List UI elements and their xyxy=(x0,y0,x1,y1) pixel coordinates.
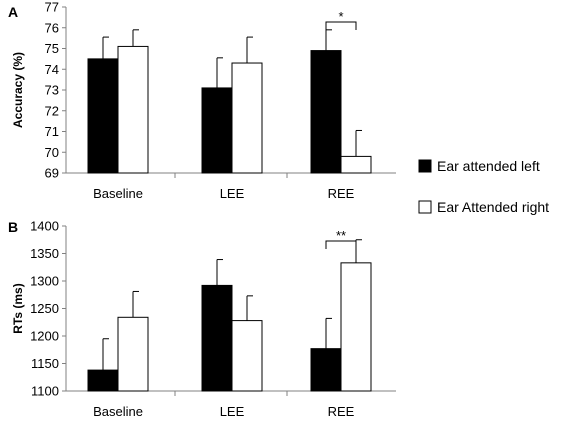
panel-a-y-tick-label: 76 xyxy=(45,20,59,35)
panel-b-significance-mark: ** xyxy=(336,228,346,243)
panel-a-bar-right-lee xyxy=(231,62,263,174)
panel-a-y-tick-label: 71 xyxy=(45,124,59,139)
panel-a-y-tick-label: 69 xyxy=(45,166,59,181)
panel-b-significance-bracket xyxy=(325,240,357,249)
panel-a-y-tick-label: 73 xyxy=(45,83,59,98)
panel-b-bar-right-lee xyxy=(231,320,263,392)
panel-a-category-label: Baseline xyxy=(93,186,143,201)
panel-b-y-tick-label: 1250 xyxy=(30,301,59,316)
panel-b-bar-right-baseline xyxy=(117,316,149,392)
panel-a-y-tick-label: 72 xyxy=(45,103,59,118)
panel-a-y-axis-title: Accuracy (%) xyxy=(11,52,25,128)
panel-b-y-tick-label: 1300 xyxy=(30,274,59,289)
panel-b-letter: B xyxy=(8,219,18,235)
panel-a-bar-right-baseline xyxy=(117,45,149,174)
panel-a-letter: A xyxy=(8,4,18,20)
panel-b-y-tick-label: 1350 xyxy=(30,246,59,261)
panel-b-category-label: Baseline xyxy=(93,404,143,419)
panel-a-significance-mark: * xyxy=(338,9,343,24)
panel-b-bar-left-lee xyxy=(201,284,233,392)
panel-a-y-tick-label: 77 xyxy=(45,0,59,15)
panel-a-bar-left-lee xyxy=(201,87,233,174)
panel-a-category-label: LEE xyxy=(220,186,245,201)
panel-b-bar-right-ree xyxy=(340,262,372,392)
panel-a-bar-right-ree xyxy=(340,155,372,174)
panel-a-bar-left-baseline xyxy=(87,58,119,174)
panel-a-y-tick-label: 75 xyxy=(45,41,59,56)
panel-b-category-label: REE xyxy=(328,404,355,419)
legend-label-left: Ear attended left xyxy=(437,158,540,174)
panel-a-significance-bracket xyxy=(325,21,357,30)
panel-b-y-tick-label: 1100 xyxy=(31,384,59,399)
panel-b-y-axis-title: RTs (ms) xyxy=(11,283,25,333)
legend-label-right: Ear Attended right xyxy=(437,199,549,215)
panel-b-bar-left-ree xyxy=(310,348,342,392)
panel-b-y-tick-label: 1400 xyxy=(30,219,59,234)
legend-swatch-right xyxy=(418,200,432,214)
panel-b-y-tick-label: 1200 xyxy=(30,329,59,344)
panel-b-y-tick-label: 1150 xyxy=(31,356,59,371)
panel-b-category-label: LEE xyxy=(220,404,245,419)
panel-a-bar-left-ree xyxy=(310,50,342,174)
panel-a-y-tick-label: 70 xyxy=(45,145,59,160)
panel-a-category-label: REE xyxy=(328,186,355,201)
panel-a-y-tick-label: 74 xyxy=(45,62,59,77)
legend-swatch-left xyxy=(418,159,432,173)
panel-b-bar-left-baseline xyxy=(87,369,119,392)
